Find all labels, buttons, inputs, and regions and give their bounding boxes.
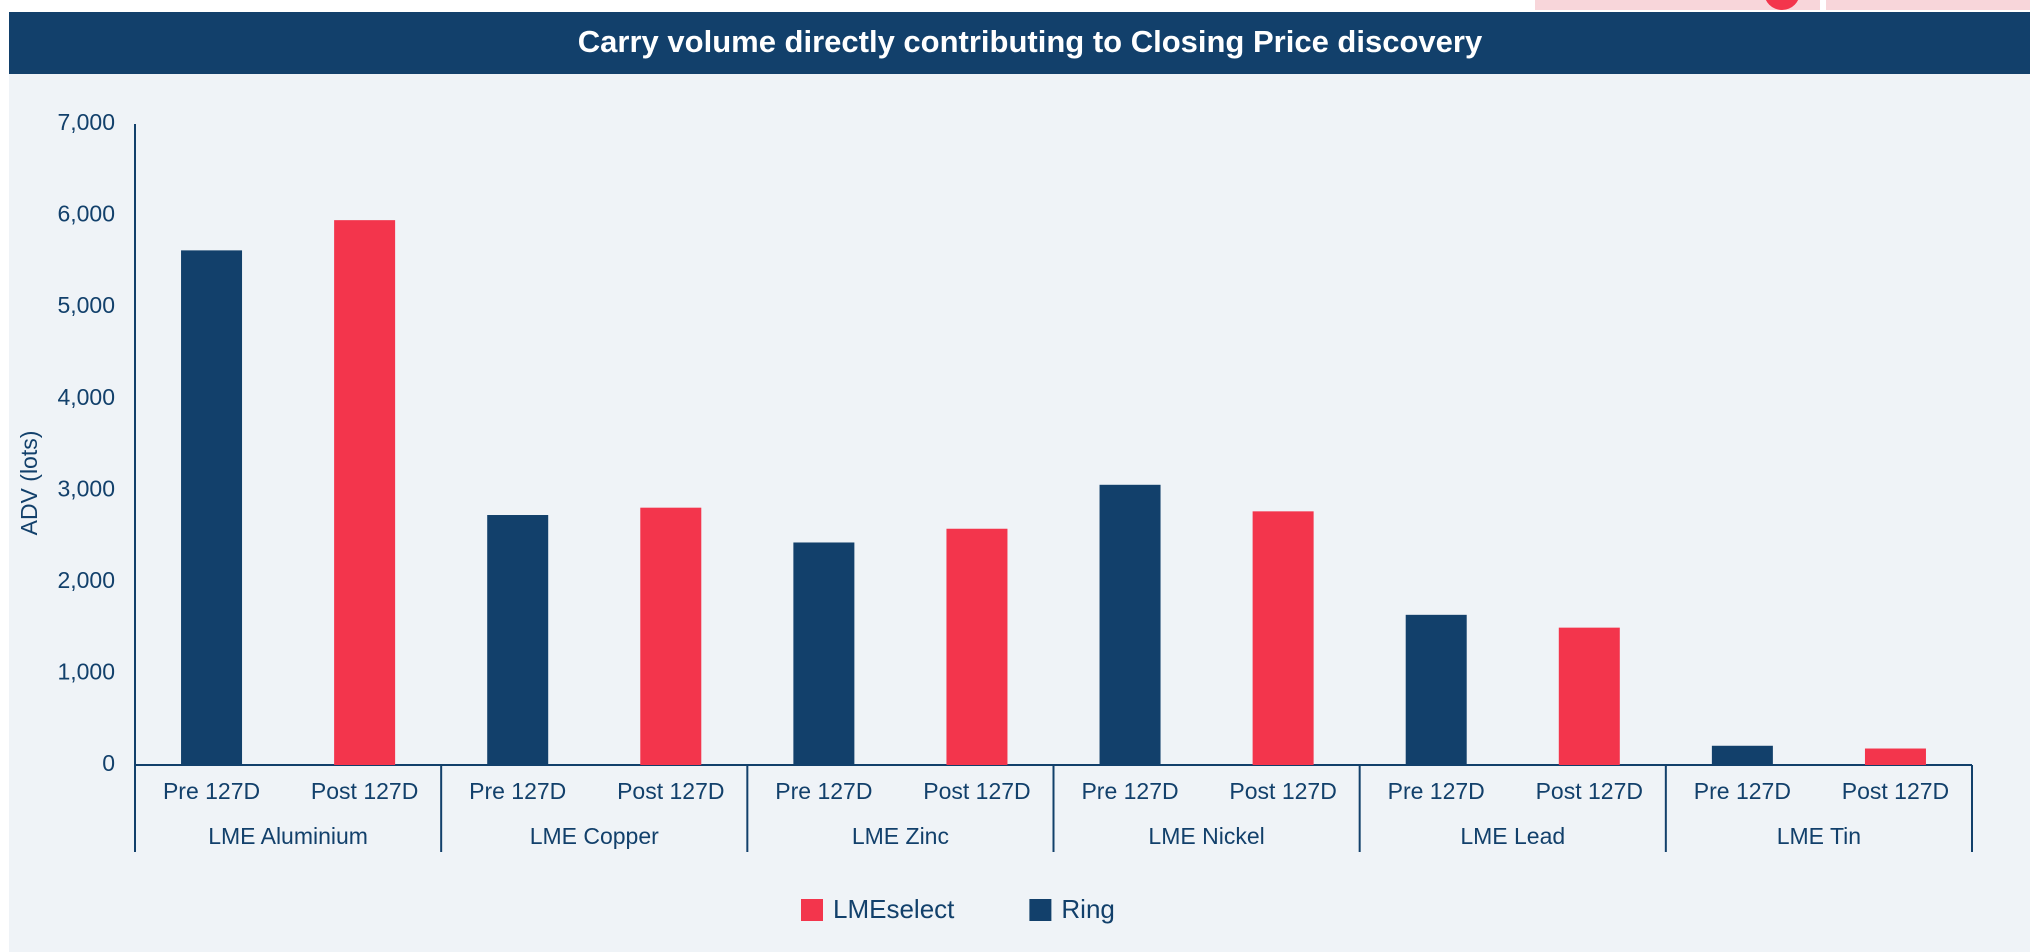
- bar: [1252, 511, 1314, 765]
- tab-decoration: [1765, 0, 1799, 10]
- x-tick-label: Pre 127D: [1694, 778, 1791, 804]
- x-tick-label: Pre 127D: [775, 778, 872, 804]
- x-tick-label: Post 127D: [1536, 778, 1643, 804]
- x-tick-label: Pre 127D: [1081, 778, 1178, 804]
- tab-decoration: [1826, 0, 2030, 10]
- bar: [1864, 748, 1926, 765]
- x-tick-label: Pre 127D: [163, 778, 260, 804]
- y-tick-label: 3,000: [57, 475, 115, 501]
- group-label: LME Lead: [1460, 823, 1565, 849]
- x-tick-label: Post 127D: [1842, 778, 1949, 804]
- group-label: LME Tin: [1777, 823, 1861, 849]
- tab-decoration: [1535, 0, 1820, 10]
- bar: [334, 220, 396, 765]
- bar: [1558, 627, 1620, 765]
- legend-swatch: [801, 899, 823, 921]
- chart-title: Carry volume directly contributing to Cl…: [578, 24, 1483, 59]
- bar: [1711, 745, 1773, 765]
- bar: [946, 528, 1008, 765]
- y-tick-label: 2,000: [57, 567, 115, 593]
- group-label: LME Nickel: [1148, 823, 1264, 849]
- y-tick-label: 7,000: [57, 109, 115, 135]
- x-tick-label: Post 127D: [923, 778, 1030, 804]
- y-axis-label: ADV (lots): [16, 431, 42, 536]
- y-tick-label: 6,000: [57, 201, 115, 227]
- group-label: LME Aluminium: [208, 823, 368, 849]
- bar: [640, 507, 702, 765]
- x-tick-label: Post 127D: [311, 778, 418, 804]
- group-label: LME Zinc: [852, 823, 949, 849]
- title-bar: [9, 12, 2030, 74]
- bar: [793, 542, 855, 765]
- x-tick-label: Pre 127D: [469, 778, 566, 804]
- legend-label: Ring: [1061, 894, 1114, 924]
- bar: [1099, 484, 1161, 765]
- y-tick-label: 0: [102, 750, 115, 776]
- bar: [487, 515, 549, 765]
- y-tick-label: 1,000: [57, 659, 115, 685]
- x-tick-label: Post 127D: [617, 778, 724, 804]
- legend-swatch: [1029, 899, 1052, 921]
- bar: [1405, 614, 1467, 765]
- plot-background: [9, 74, 2030, 952]
- bar: [181, 250, 243, 765]
- x-tick-label: Post 127D: [1229, 778, 1336, 804]
- group-label: LME Copper: [530, 823, 659, 849]
- y-tick-label: 4,000: [57, 384, 115, 410]
- x-tick-label: Pre 127D: [1388, 778, 1485, 804]
- legend-label: LMEselect: [833, 894, 955, 924]
- y-tick-label: 5,000: [57, 292, 115, 318]
